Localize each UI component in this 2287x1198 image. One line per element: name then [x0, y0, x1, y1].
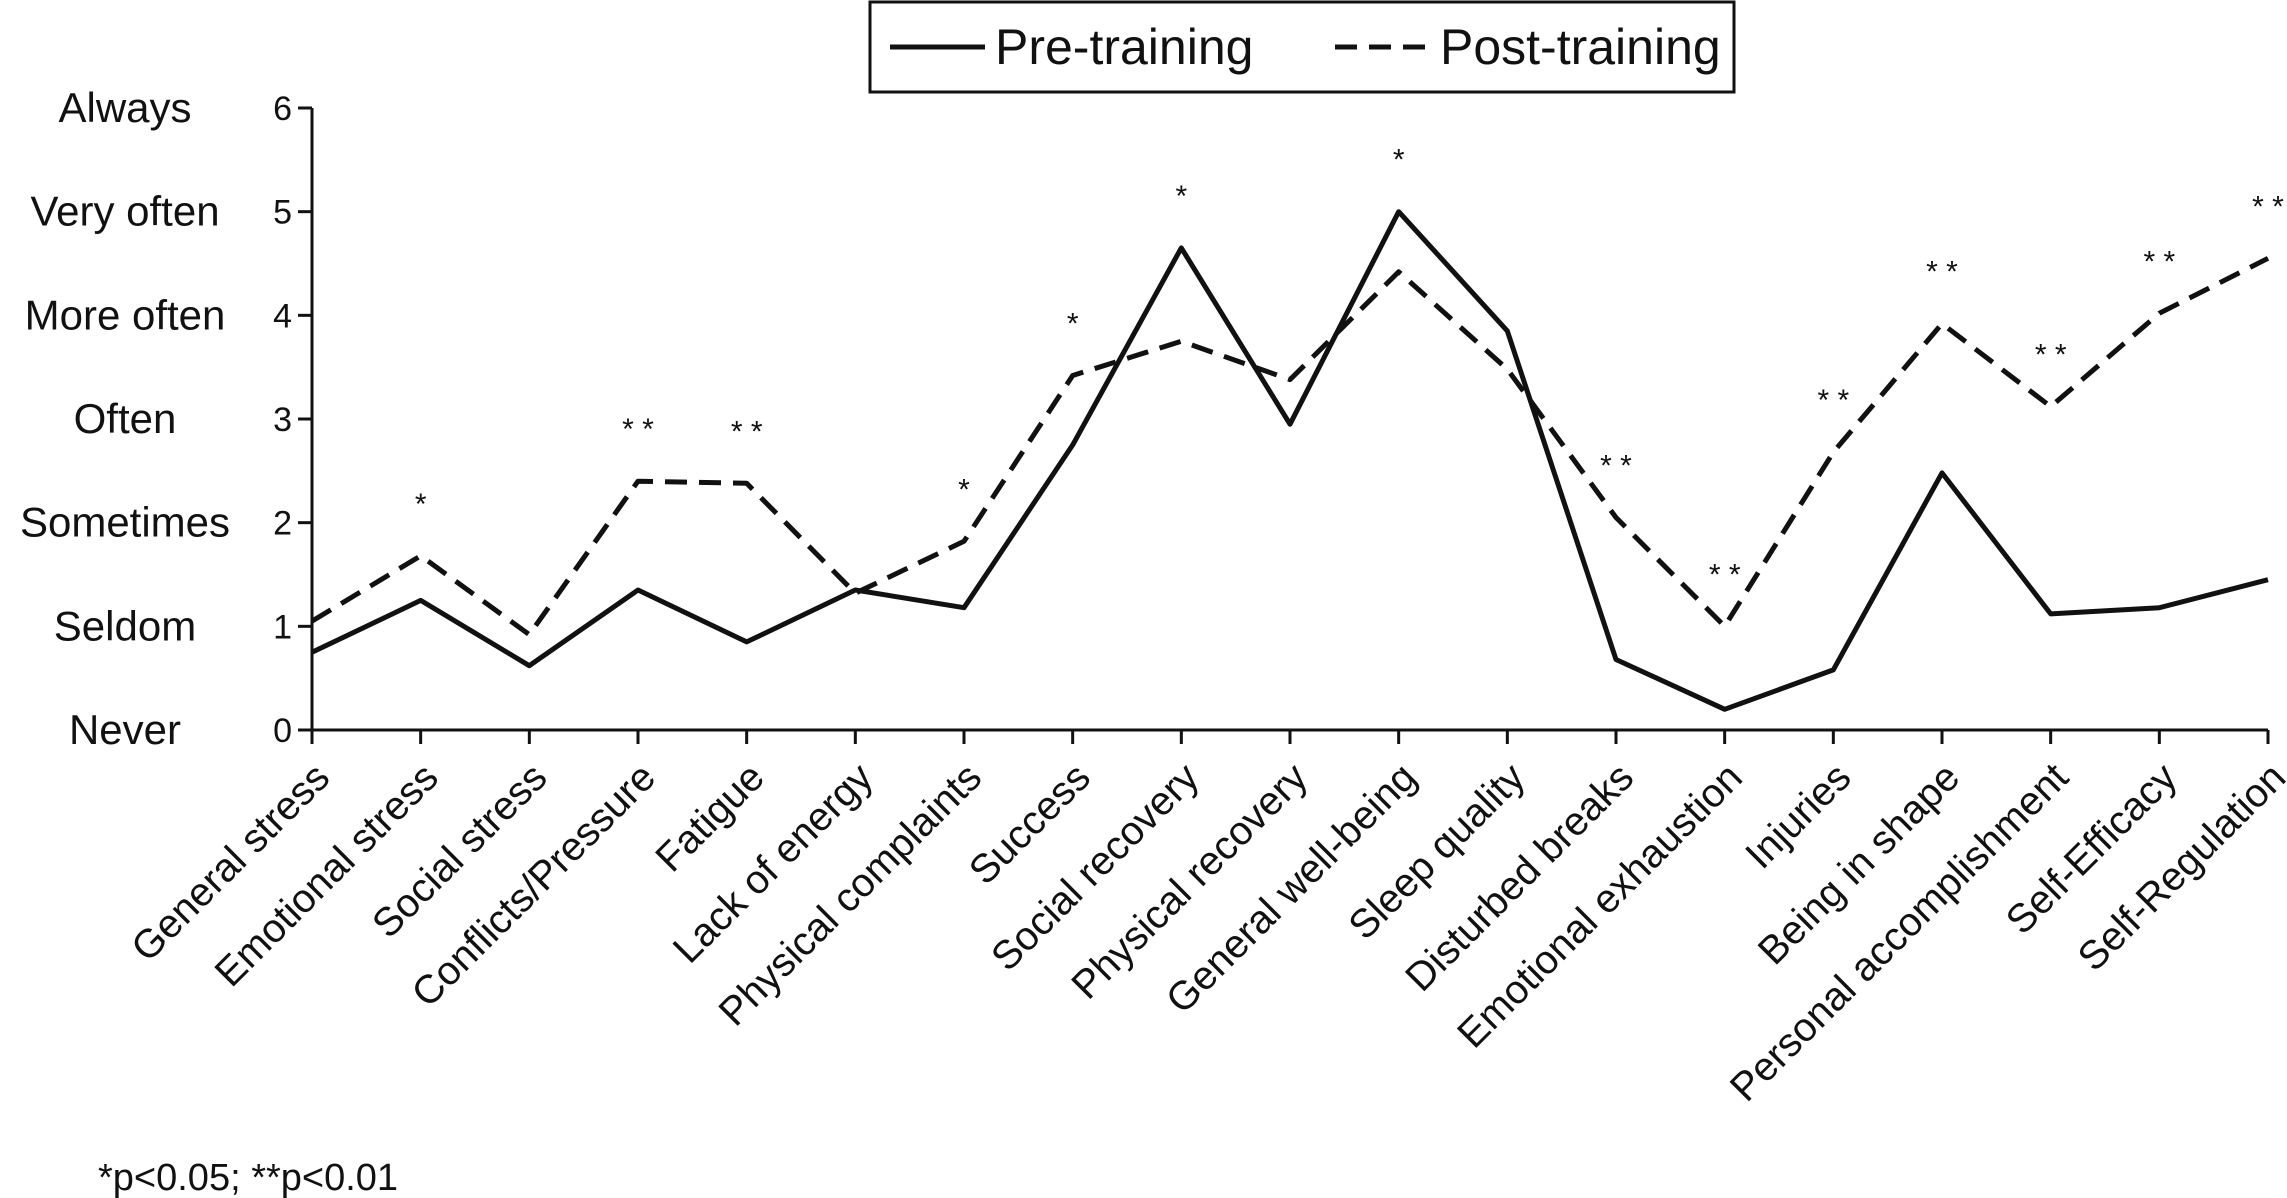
significance-markers: * * * * * * * * * * * * * * * * * * * * * * * [415, 144, 2284, 592]
y-tick-label: 1 [273, 608, 292, 646]
footnote: *p<0.05; **p<0.01 [98, 1157, 398, 1198]
significance-marker: * * [2252, 190, 2284, 223]
y-tick-label: 4 [273, 297, 292, 335]
y-tick-label: 3 [273, 401, 292, 439]
significance-marker: * [958, 473, 970, 506]
y-tick-word: Never [69, 706, 181, 753]
y-tick-label: 6 [273, 90, 292, 128]
significance-marker: * * [731, 415, 763, 448]
significance-marker: * * [2143, 245, 2175, 278]
x-tick-label: Lack of energy [665, 755, 882, 972]
y-tick-label: 5 [273, 194, 292, 232]
y-tick-word: Always [58, 84, 191, 131]
y-tick-label: 2 [273, 505, 292, 543]
significance-marker: * * [1600, 449, 1632, 482]
legend-box [868, 0, 1736, 94]
x-tick-label: General stress [123, 755, 338, 970]
y-tick-word: Often [74, 395, 177, 442]
series-line-post-training [310, 256, 2270, 638]
significance-marker: * * [1709, 558, 1741, 591]
significance-marker: * * [1817, 384, 1849, 417]
legend-label-post: Post-training [1440, 19, 1721, 75]
significance-marker: * * [1926, 256, 1958, 289]
significance-marker: * [1175, 180, 1187, 213]
significance-marker: * [1393, 144, 1405, 177]
y-tick-word: Seldom [54, 602, 196, 649]
y-tick-word: Very often [30, 188, 219, 235]
y-tick-word: More often [25, 291, 226, 338]
series-line-pre-training [310, 209, 2269, 712]
y-axis-ticks: 0 Never 1 Seldom 2 Sometimes 3 Often 4 More often… [20, 84, 312, 753]
significance-marker: * [415, 488, 427, 521]
significance-marker: * * [622, 413, 654, 446]
y-tick-word: Sometimes [20, 499, 230, 546]
significance-marker: * [1067, 307, 1079, 340]
significance-marker: * * [2035, 339, 2067, 372]
y-tick-label: 0 [273, 712, 292, 750]
legend-label-pre: Pre-training [995, 19, 1253, 75]
legend: Pre-training Post-training [868, 0, 1736, 94]
series-lines [310, 209, 2270, 712]
